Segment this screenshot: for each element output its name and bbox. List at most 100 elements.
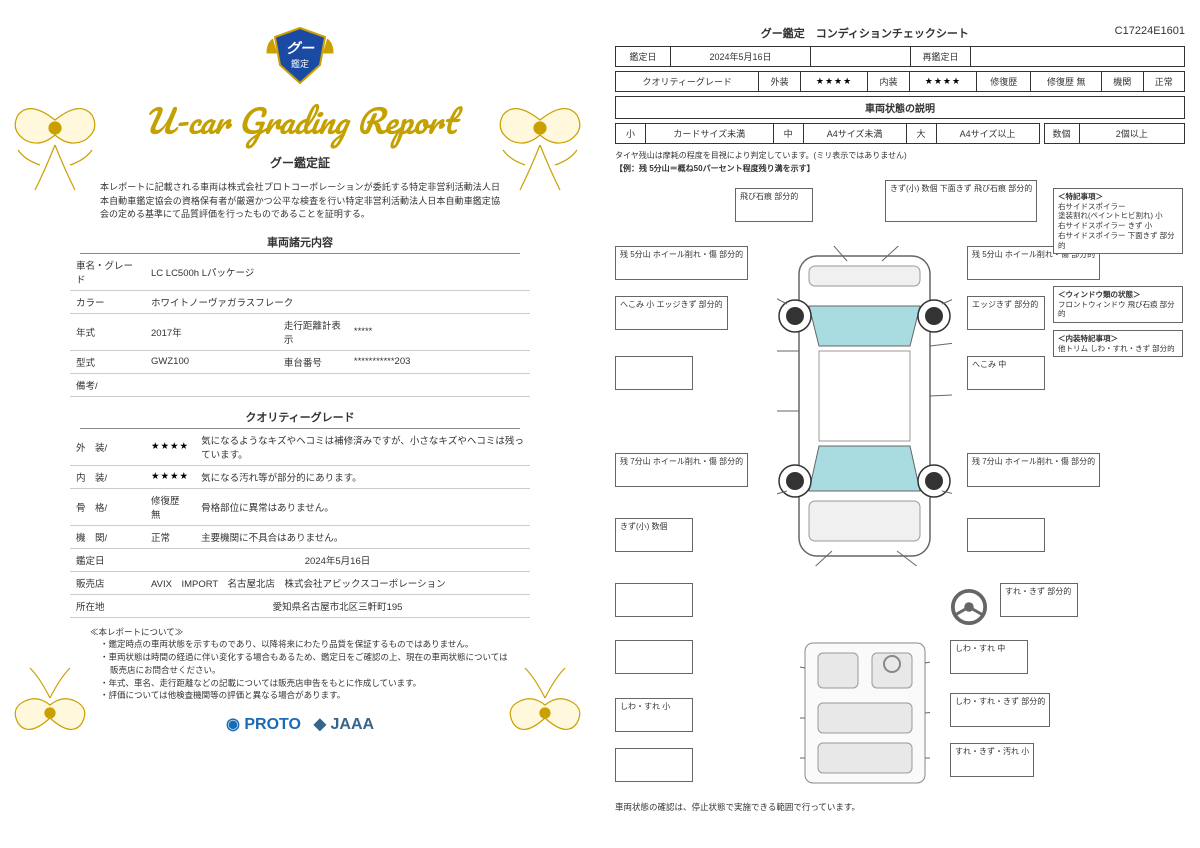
date-table: 鑑定日2024年5月16日 再鑑定日 [615,46,1185,67]
ext-text: 気になるようなキズやヘコミは補修済みですが、小さなキズやヘコミは残っています。 [195,429,530,466]
car-interior-diagram [800,638,930,788]
ext-stars: ★★★★ [151,441,189,452]
steering-icon [950,588,988,626]
lbl-addr: 所在地 [70,594,145,617]
condition-header: 車両状態の説明 [615,96,1185,119]
special-notes: ＜特記事項＞ 右サイドスポイラー 塗装割れ(ペイントヒビ割れ) 小 右サイドスポ… [1053,188,1183,255]
val-color: ホワイトノーヴァガラスフレーク [145,290,530,313]
frame-text: 骨格部位に異常はありません。 [195,488,530,525]
footnote-3: ・年式、車名、走行距離などの記載については販売店申告をもとに作成しています。 [100,677,510,690]
tire-note1: タイヤ残山は摩耗の程度を目視により判定しています。(ミリ表示ではありません) [615,151,1185,161]
lbl-ext2: 外装 [759,72,800,92]
callout-seat-fr: しわ・すれ 中 [950,640,1028,674]
callout-front: きず(小) 数個 下面きず 飛び石痕 部分的 [885,180,1037,222]
window-notes: ＜ウィンドウ類の状態＞ フロントウィンドウ 飛び石痕 部分的 [1053,286,1183,323]
callout-r-door: へこみ 中 [967,356,1045,390]
footnotes: ≪本レポートについて≫ ・鑑定時点の車両状態を示すものであり、以降将来にわたり品… [20,618,580,703]
proto-logo: ◉ PROTO [226,714,301,734]
report-title: U-car Grading Report [20,93,580,149]
footnote-1: ・鑑定時点の車両状態を示すものであり、以降将来にわたり品質を保証するものではあり… [100,638,510,651]
val-odo: ***** [348,313,530,350]
int-stars: ★★★★ [151,471,189,482]
callout-rear-r [967,518,1045,552]
lbl-date: 鑑定日 [70,548,145,571]
sheet-title: グー鑑定 コンディションチェックシート [615,25,1115,41]
val-date: 2024年5月16日 [145,548,530,571]
footer-note: 車両状態の確認は、停止状態で実施できる範囲で行っています。 [615,801,1185,813]
sheet-header: グー鑑定 コンディションチェックシート C17224E1601 [615,25,1185,41]
int-stars2: ★★★★ [909,72,976,92]
val-grade: LC LC500h Lパッケージ [145,254,530,291]
car-top-diagram [777,246,952,566]
lbl-qgrade: クオリティーグレード [616,72,759,92]
val-engine: 正常 [1143,72,1184,92]
svg-text:グー: グー [286,40,315,56]
size-legend-row: 小カードサイズ未満 中A4サイズ未満 大A4サイズ以上 数個2個以上 [615,123,1185,148]
spec-table: 車名・グレードLC LC500h Lパッケージ カラーホワイトノーヴァガラスフレ… [70,254,530,397]
callout-l-door [615,356,693,390]
intro-text: 本レポートに記載される車両は株式会社プロトコーポレーションが委託する特定非営利活… [20,181,580,222]
footnote-2: ・車両状態は時間の経過に伴い変化する場合もあるため、鑑定日をご確認の上、現在の車… [100,651,510,677]
eng-text: 主要機関に不具合はありません。 [195,525,530,548]
lbl-year: 年式 [70,313,145,350]
callout-seat-rr: しわ・すれ・きず 部分的 [950,693,1050,727]
callout-seat-rl: しわ・すれ 小 [615,698,693,732]
grading-report-panel: グー鑑定 U-car Grading Report グー鑑定証 本レポートに記載… [0,0,600,848]
lbl-int2: 内装 [868,72,909,92]
lbl-frame: 骨 格/ [70,488,145,525]
goo-badge: グー鑑定 [20,25,580,88]
lbl-grade: 車名・グレード [70,254,145,291]
lbl-chassis: 車台番号 [278,350,348,373]
callout-steering: すれ・きず 部分的 [1000,583,1078,617]
interior-notes: ＜内装特記事項＞ 他トリム しわ・すれ・きず 部分的 [1053,330,1183,358]
int-text: 気になる汚れ等が部分的にあります。 [195,465,530,488]
callout-rl-wheel: 残 7分山 ホイール削れ・傷 部分的 [615,453,748,487]
lbl-dealer: 販売店 [70,571,145,594]
lbl-eng: 機 関/ [70,525,145,548]
callout-seat-fl [615,640,693,674]
callout-dash-l [615,583,693,617]
callout-rear-int-l [615,748,693,782]
lbl-insp-date: 鑑定日 [616,47,671,67]
val-type: GWZ100 [145,350,278,373]
grade-table: クオリティーグレード 外装★★★★ 内装★★★★ 修復歴修復歴 無 機関正常 [615,71,1185,92]
section-spec-header: 車両諸元内容 [80,234,520,254]
callout-rear-l: きず(小) 数個 [615,518,693,552]
callout-hood: 飛び石痕 部分的 [735,188,813,222]
tire-note2: 【例：残 5分山＝概ね50パーセント程度残り溝を示す】 [615,164,1185,174]
count-legend: 数個2個以上 [1044,123,1186,144]
lbl-odo: 走行距離計表示 [278,313,348,350]
lbl-reinsp: 再鑑定日 [911,47,971,67]
val-insp-date: 2024年5月16日 [671,47,811,67]
callout-fl-wheel: 残 5分山 ホイール削れ・傷 部分的 [615,246,748,280]
size-legend: 小カードサイズ未満 中A4サイズ未満 大A4サイズ以上 [615,123,1040,144]
lbl-ext: 外 装/ [70,429,145,466]
lbl-color: カラー [70,290,145,313]
eng-val: 正常 [145,525,195,548]
doc-number: C17224E1601 [1115,25,1185,41]
val-reinsp [971,47,1185,67]
lbl-repair: 修復歴 [977,72,1031,92]
lbl-remarks: 備考/ [70,373,145,396]
condition-sheet-panel: グー鑑定 コンディションチェックシート C17224E1601 鑑定日2024年… [600,0,1200,848]
frame-val: 修復歴 無 [145,488,195,525]
callout-rr-wheel: 残 7分山 ホイール削れ・傷 部分的 [967,453,1100,487]
svg-text:鑑定: 鑑定 [291,58,309,69]
lbl-type: 型式 [70,350,145,373]
callout-fr-fender: エッジきず 部分的 [967,296,1045,330]
ext-stars2: ★★★★ [800,72,867,92]
val-repair: 修復歴 無 [1031,72,1102,92]
val-year: 2017年 [145,313,278,350]
quality-table: 外 装/ ★★★★ 気になるようなキズやヘコミは補修済みですが、小さなキズやヘコミは… [70,429,530,618]
diagram-area: 飛び石痕 部分的 きず(小) 数個 下面きず 飛び石痕 部分的 残 5分山 ホイ… [615,178,1185,798]
val-addr: 愛知県名古屋市北区三軒町195 [145,594,530,617]
section-quality-header: クオリティーグレード [80,409,520,429]
val-chassis: ***********203 [348,350,530,373]
lbl-engine: 機関 [1102,72,1143,92]
callout-fl-fender: へこみ 小 エッジきず 部分的 [615,296,728,330]
footnote-4: ・評価については他検査機関等の評価と異なる場合があります。 [100,689,510,702]
val-dealer: AVIX IMPORT 名古屋北店 株式会社アビックスコーポレーション [145,571,530,594]
logos: ◉ PROTO ◆ JAAA [20,714,580,734]
jaaa-logo: ◆ JAAA [314,714,374,734]
footnotes-header: ≪本レポートについて≫ [90,626,510,639]
